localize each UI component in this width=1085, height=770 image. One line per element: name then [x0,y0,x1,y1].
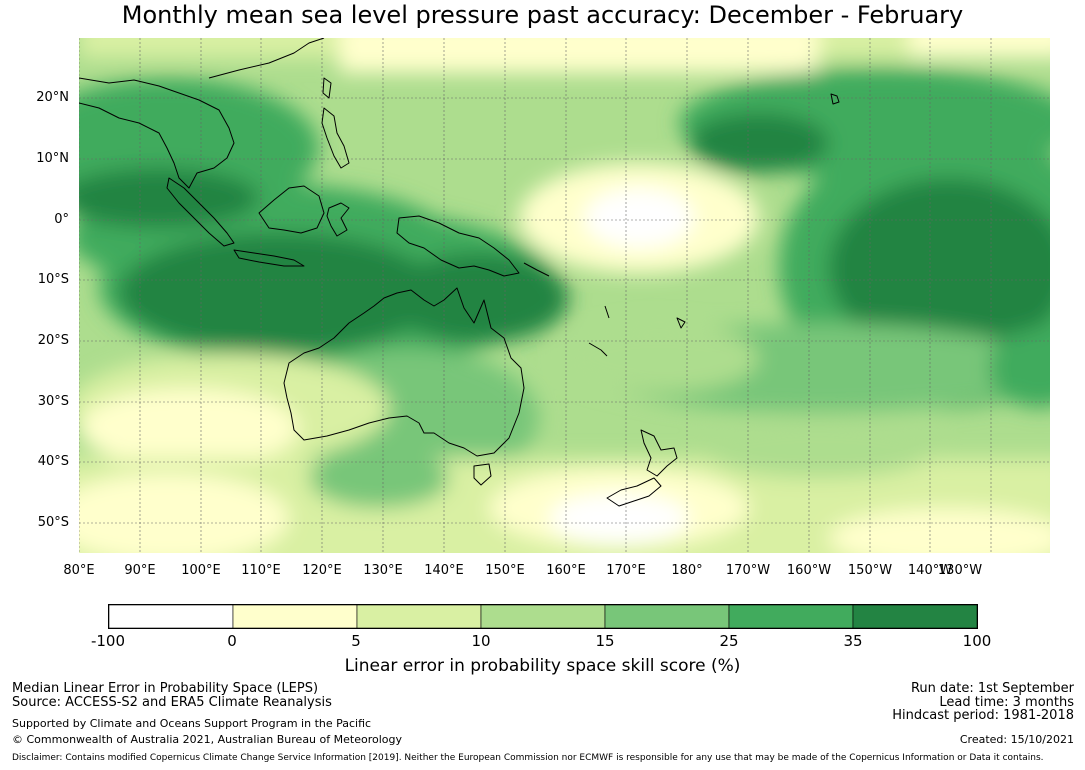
lon-label: 140°E [424,563,464,578]
new-caledonia [588,342,608,357]
footer-method: Median Linear Error in Probability Space… [12,681,319,696]
footer-created: Created: 15/10/2021 [959,733,1074,746]
footer-hindcast-period: Hindcast period: 1981-2018 [892,708,1074,723]
solomon-islands [523,262,550,277]
footer-source: Source: ACCESS-S2 and ERA5 Climate Reana… [12,695,332,710]
sulawesi-coastline [326,202,350,237]
philippines-coastline [321,107,350,169]
borneo-coastline [258,185,325,234]
lon-label: 80°E [63,563,95,578]
lon-label: 130°E [363,563,403,578]
java-coastline [233,249,305,267]
lon-label: 170°E [606,563,646,578]
lat-label: 10°N [36,151,69,166]
colorbar-label: Linear error in probability space skill … [344,656,741,676]
lon-label: 160°W [786,563,832,578]
lat-label: 10°S [37,272,69,287]
tasmania-coastline [473,463,492,486]
lat-label: 50°S [37,515,69,530]
map-title: Monthly mean sea level pressure past acc… [121,1,964,29]
new-zealand-north-island [640,429,678,477]
footer-run-date: Run date: 1st September [910,681,1074,696]
lon-label: 150°E [485,563,525,578]
australia-coastline [283,287,525,457]
footer-support: Supported by Climate and Oceans Support … [12,717,372,730]
lon-label: 140°W [907,563,953,578]
lon-label: 180° [671,563,703,578]
lat-label: 0° [54,212,69,227]
new-zealand-south-island [606,477,662,507]
colorbar-swatch [604,604,730,629]
hawaii-coastline [830,93,840,105]
lat-label: 30°S [37,394,69,409]
colorbar-tick: 0 [227,632,237,650]
colorbar-tick: 35 [843,632,863,650]
lon-label: 130°W [937,563,983,578]
new-guinea-coastline [396,215,520,277]
lon-label: 150°W [847,563,893,578]
footer-lead-time: Lead time: 3 months [939,695,1074,710]
footer-copyright: © Commonwealth of Australia 2021, Austra… [12,733,402,746]
fiji [676,317,686,329]
se-asia-coastline [79,77,235,189]
china-coastline [208,38,325,79]
lon-label: 100°E [181,563,221,578]
coastlines [79,38,840,507]
skill-field [79,38,1050,553]
skill-score-map [79,38,1050,553]
lon-label: 90°E [124,563,156,578]
lon-label: 170°W [725,563,771,578]
colorbar-tick: 5 [351,632,361,650]
colorbar-tick: 25 [719,632,739,650]
vanuatu [604,305,610,319]
colorbar [108,604,978,629]
lon-label: 160°E [546,563,586,578]
colorbar-tick: 15 [595,632,615,650]
colorbar-swatch [356,604,482,629]
lat-label: 40°S [37,454,69,469]
colorbar-swatch [232,604,358,629]
colorbar-swatch [108,604,234,629]
disclaimer: Disclaimer: Contains modified Copernicus… [12,753,1044,763]
colorbar-swatch [480,604,606,629]
colorbar-tick: -100 [90,632,126,650]
lat-label: 20°S [37,333,69,348]
colorbar-border [108,604,978,629]
taiwan-coastline [322,77,332,99]
lon-label: 110°E [241,563,281,578]
colorbar-swatch [852,604,978,629]
lat-label: 20°N [36,90,69,105]
sumatra-coastline [166,177,235,247]
colorbar-swatch [728,604,854,629]
graticule [79,38,1050,553]
lon-label: 120°E [302,563,342,578]
colorbar-tick: 10 [471,632,491,650]
colorbar-tick: 100 [962,632,992,650]
